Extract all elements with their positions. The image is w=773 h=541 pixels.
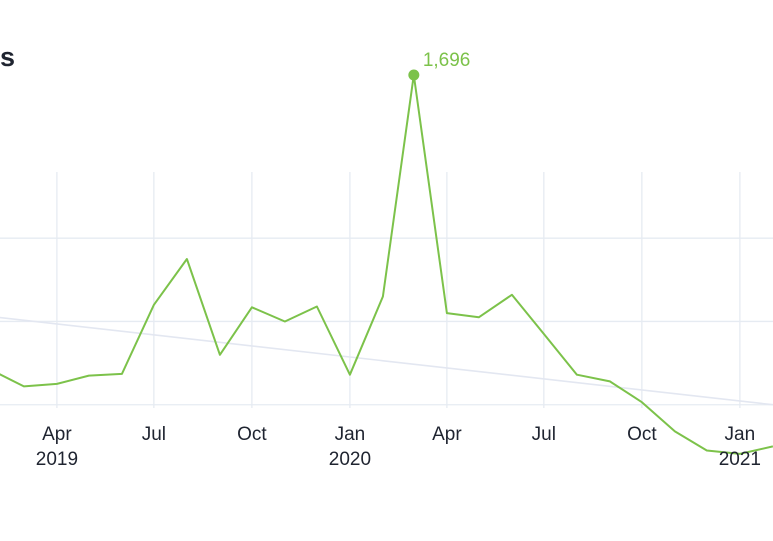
x-tick-year-label: 2020	[329, 449, 371, 470]
x-tick-label: Jan	[335, 424, 366, 445]
x-tick-label: Jul	[142, 424, 166, 445]
x-tick-label: Jan	[725, 424, 756, 445]
x-tick-year-label: 2019	[36, 449, 78, 470]
chart-title: s	[0, 42, 16, 72]
x-tick-label: Apr	[432, 424, 462, 445]
peak-point	[408, 69, 420, 81]
series-line	[0, 74, 773, 455]
x-tick-label: Jul	[532, 424, 556, 445]
x-tick-label: Oct	[627, 424, 657, 445]
x-tick-year-label: 2021	[719, 449, 761, 470]
trend-line	[0, 316, 773, 406]
x-tick-label: Oct	[237, 424, 267, 445]
x-tick-label: Apr	[42, 424, 72, 445]
peak-label: 1,696	[423, 50, 471, 71]
